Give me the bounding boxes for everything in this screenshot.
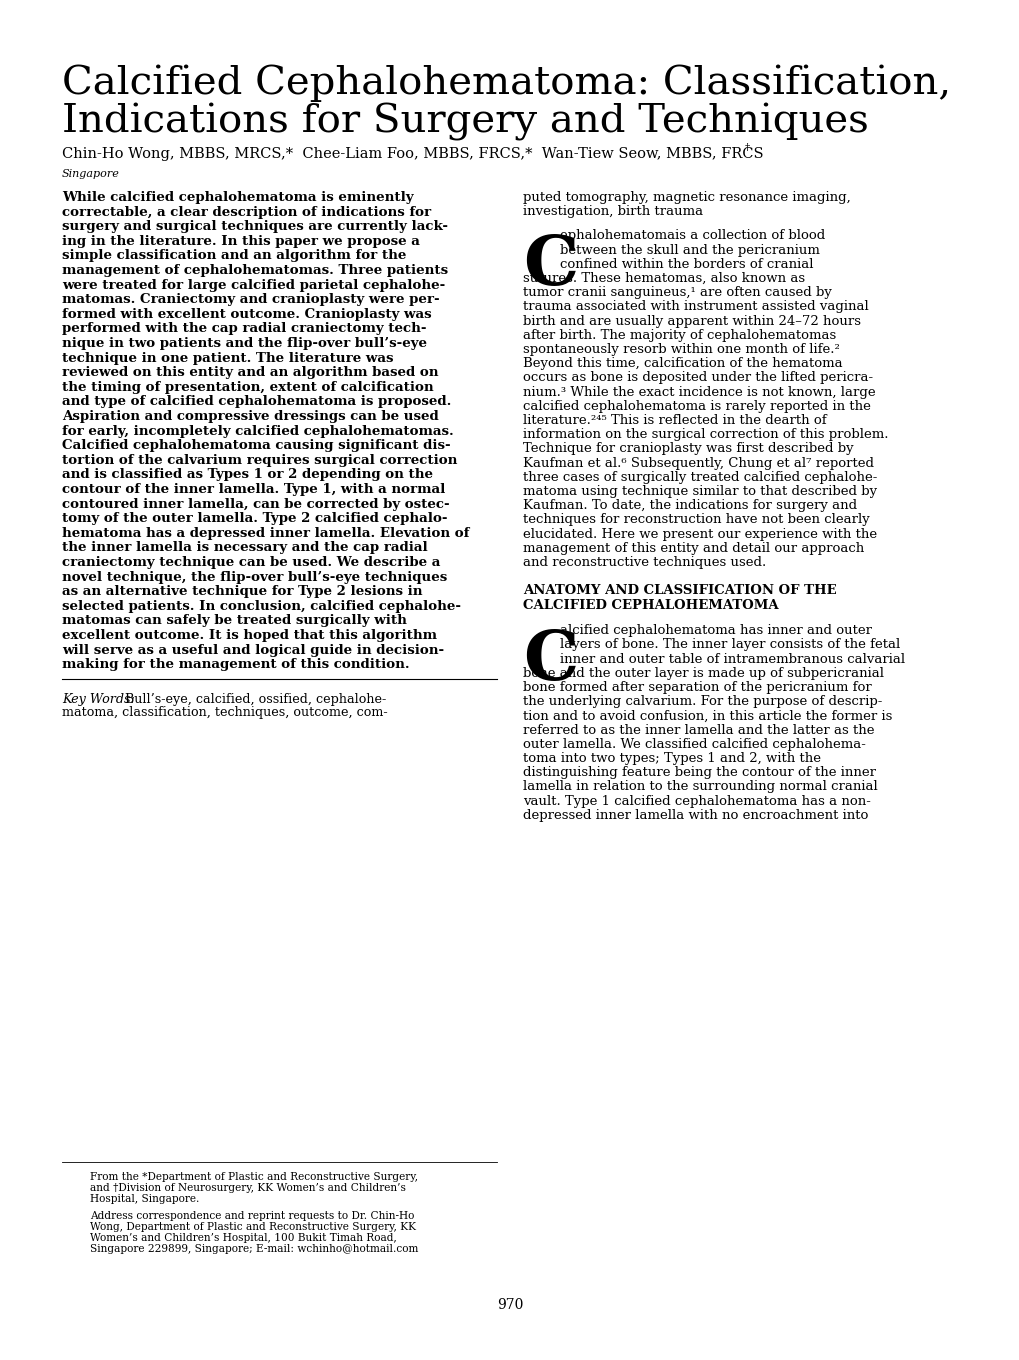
Text: as an alternative technique for Type 2 lesions in: as an alternative technique for Type 2 l…: [62, 585, 422, 598]
Text: reviewed on this entity and an algorithm based on: reviewed on this entity and an algorithm…: [62, 366, 438, 379]
Text: matoma using technique similar to that described by: matoma using technique similar to that d…: [523, 486, 876, 498]
Text: vault. Type 1 calcified cephalohematoma has a non-: vault. Type 1 calcified cephalohematoma …: [523, 794, 870, 808]
Text: the underlying calvarium. For the purpose of descrip-: the underlying calvarium. For the purpos…: [523, 695, 881, 709]
Text: depressed inner lamella with no encroachment into: depressed inner lamella with no encroach…: [523, 809, 867, 821]
Text: toma into two types; Types 1 and 2, with the: toma into two types; Types 1 and 2, with…: [523, 752, 820, 766]
Text: performed with the cap radial craniectomy tech-: performed with the cap radial craniectom…: [62, 322, 426, 336]
Text: making for the management of this condition.: making for the management of this condit…: [62, 658, 410, 672]
Text: tortion of the calvarium requires surgical correction: tortion of the calvarium requires surgic…: [62, 454, 457, 466]
Text: Hospital, Singapore.: Hospital, Singapore.: [90, 1194, 199, 1205]
Text: calcified cephalohematoma is rarely reported in the: calcified cephalohematoma is rarely repo…: [523, 400, 870, 413]
Text: Beyond this time, calcification of the hematoma: Beyond this time, calcification of the h…: [523, 358, 842, 370]
Text: occurs as bone is deposited under the lifted pericra-: occurs as bone is deposited under the li…: [523, 371, 872, 385]
Text: Chin-Ho Wong, MBBS, MRCS,*  Chee-Liam Foo, MBBS, FRCS,*  Wan-Tiew Seow, MBBS, FR: Chin-Ho Wong, MBBS, MRCS,* Chee-Liam Foo…: [62, 147, 763, 160]
Text: between the skull and the pericranium: between the skull and the pericranium: [559, 243, 819, 257]
Text: Technique for cranioplasty was first described by: Technique for cranioplasty was first des…: [523, 442, 853, 456]
Text: and reconstructive techniques used.: and reconstructive techniques used.: [523, 556, 765, 568]
Text: investigation, birth trauma: investigation, birth trauma: [523, 205, 702, 218]
Text: puted tomography, magnetic resonance imaging,: puted tomography, magnetic resonance ima…: [523, 190, 850, 204]
Text: Indications for Surgery and Techniques: Indications for Surgery and Techniques: [62, 103, 868, 141]
Text: Women’s and Children’s Hospital, 100 Bukit Timah Road,: Women’s and Children’s Hospital, 100 Buk…: [90, 1234, 396, 1243]
Text: the inner lamella is necessary and the cap radial: the inner lamella is necessary and the c…: [62, 541, 427, 555]
Text: inner and outer table of intramembranous calvarial: inner and outer table of intramembranous…: [559, 653, 904, 665]
Text: Aspiration and compressive dressings can be used: Aspiration and compressive dressings can…: [62, 409, 438, 423]
Text: bone and the outer layer is made up of subpericranial: bone and the outer layer is made up of s…: [523, 666, 883, 680]
Text: ephalohematomais a collection of blood: ephalohematomais a collection of blood: [559, 230, 824, 242]
Text: CALCIFIED CEPHALOHEMATOMA: CALCIFIED CEPHALOHEMATOMA: [523, 600, 777, 612]
Text: information on the surgical correction of this problem.: information on the surgical correction o…: [523, 428, 888, 441]
Text: contoured inner lamella, can be corrected by ostec-: contoured inner lamella, can be correcte…: [62, 498, 449, 510]
Text: Singapore 229899, Singapore; E-mail: wchinho@hotmail.com: Singapore 229899, Singapore; E-mail: wch…: [90, 1244, 418, 1254]
Text: management of cephalohematomas. Three patients: management of cephalohematomas. Three pa…: [62, 264, 447, 277]
Text: C: C: [523, 627, 578, 694]
Text: for early, incompletely calcified cephalohematomas.: for early, incompletely calcified cephal…: [62, 424, 453, 438]
Text: distinguishing feature being the contour of the inner: distinguishing feature being the contour…: [523, 766, 875, 779]
Text: referred to as the inner lamella and the latter as the: referred to as the inner lamella and the…: [523, 724, 873, 737]
Text: tomy of the outer lamella. Type 2 calcified cephalo-: tomy of the outer lamella. Type 2 calcif…: [62, 513, 447, 525]
Text: will serve as a useful and logical guide in decision-: will serve as a useful and logical guide…: [62, 643, 443, 657]
Text: Singapore: Singapore: [62, 169, 120, 180]
Text: bone formed after separation of the pericranium for: bone formed after separation of the peri…: [523, 681, 871, 694]
Text: formed with excellent outcome. Cranioplasty was: formed with excellent outcome. Craniopla…: [62, 307, 431, 321]
Text: Address correspondence and reprint requests to Dr. Chin-Ho: Address correspondence and reprint reque…: [90, 1210, 414, 1221]
Text: ANATOMY AND CLASSIFICATION OF THE: ANATOMY AND CLASSIFICATION OF THE: [523, 585, 836, 597]
Text: 970: 970: [496, 1297, 523, 1312]
Text: tumor cranii sanguineus,¹ are often caused by: tumor cranii sanguineus,¹ are often caus…: [523, 286, 832, 299]
Text: Calcified Cephalohematoma: Classification,: Calcified Cephalohematoma: Classificatio…: [62, 65, 950, 102]
Text: alcified cephalohematoma has inner and outer: alcified cephalohematoma has inner and o…: [559, 624, 871, 638]
Text: after birth. The majority of cephalohematomas: after birth. The majority of cephalohema…: [523, 329, 836, 341]
Text: and type of calcified cephalohematoma is proposed.: and type of calcified cephalohematoma is…: [62, 396, 451, 408]
Text: three cases of surgically treated calcified cephalohe-: three cases of surgically treated calcif…: [523, 471, 876, 484]
Text: matomas. Craniectomy and cranioplasty were per-: matomas. Craniectomy and cranioplasty we…: [62, 294, 439, 306]
Text: the timing of presentation, extent of calcification: the timing of presentation, extent of ca…: [62, 381, 433, 394]
Text: ing in the literature. In this paper we propose a: ing in the literature. In this paper we …: [62, 235, 420, 248]
Text: elucidated. Here we present our experience with the: elucidated. Here we present our experien…: [523, 528, 876, 541]
Text: From the *Department of Plastic and Reconstructive Surgery,: From the *Department of Plastic and Reco…: [90, 1172, 418, 1182]
Text: Wong, Department of Plastic and Reconstructive Surgery, KK: Wong, Department of Plastic and Reconstr…: [90, 1221, 416, 1232]
Text: trauma associated with instrument assisted vaginal: trauma associated with instrument assist…: [523, 301, 868, 313]
Text: lamella in relation to the surrounding normal cranial: lamella in relation to the surrounding n…: [523, 781, 877, 793]
Text: While calcified cephalohematoma is eminently: While calcified cephalohematoma is emine…: [62, 190, 414, 204]
Text: Key Words:: Key Words:: [62, 692, 135, 706]
Text: birth and are usually apparent within 24–72 hours: birth and are usually apparent within 24…: [523, 314, 860, 328]
Text: literature.²⁴⁵ This is reflected in the dearth of: literature.²⁴⁵ This is reflected in the …: [523, 413, 825, 427]
Text: matomas can safely be treated surgically with: matomas can safely be treated surgically…: [62, 615, 407, 627]
Text: tion and to avoid confusion, in this article the former is: tion and to avoid confusion, in this art…: [523, 710, 892, 722]
Text: Calcified cephalohematoma causing significant dis-: Calcified cephalohematoma causing signif…: [62, 439, 450, 452]
Text: correctable, a clear description of indications for: correctable, a clear description of indi…: [62, 205, 431, 219]
Text: management of this entity and detail our approach: management of this entity and detail our…: [523, 541, 863, 555]
Text: spontaneously resorb within one month of life.²: spontaneously resorb within one month of…: [523, 343, 839, 356]
Text: technique in one patient. The literature was: technique in one patient. The literature…: [62, 352, 393, 364]
Text: layers of bone. The inner layer consists of the fetal: layers of bone. The inner layer consists…: [559, 638, 900, 651]
Text: and is classified as Types 1 or 2 depending on the: and is classified as Types 1 or 2 depend…: [62, 468, 433, 481]
Text: sutures. These hematomas, also known as: sutures. These hematomas, also known as: [523, 272, 804, 286]
Text: matoma, classification, techniques, outcome, com-: matoma, classification, techniques, outc…: [62, 706, 387, 719]
Text: novel technique, the flip-over bull’s-eye techniques: novel technique, the flip-over bull’s-ey…: [62, 571, 446, 583]
Text: surgery and surgical techniques are currently lack-: surgery and surgical techniques are curr…: [62, 220, 447, 233]
Text: craniectomy technique can be used. We describe a: craniectomy technique can be used. We de…: [62, 556, 440, 568]
Text: excellent outcome. It is hoped that this algorithm: excellent outcome. It is hoped that this…: [62, 628, 436, 642]
Text: contour of the inner lamella. Type 1, with a normal: contour of the inner lamella. Type 1, wi…: [62, 483, 445, 496]
Text: Kaufman. To date, the indications for surgery and: Kaufman. To date, the indications for su…: [523, 499, 856, 513]
Text: Kaufman et al.⁶ Subsequently, Chung et al⁷ reported: Kaufman et al.⁶ Subsequently, Chung et a…: [523, 457, 873, 469]
Text: †: †: [744, 143, 750, 152]
Text: simple classification and an algorithm for the: simple classification and an algorithm f…: [62, 249, 406, 262]
Text: Bull’s-eye, calcified, ossified, cephalohe-: Bull’s-eye, calcified, ossified, cephalo…: [121, 692, 386, 706]
Text: C: C: [523, 233, 578, 299]
Text: selected patients. In conclusion, calcified cephalohe-: selected patients. In conclusion, calcif…: [62, 600, 461, 613]
Text: and †Division of Neurosurgery, KK Women’s and Children’s: and †Division of Neurosurgery, KK Women’…: [90, 1183, 406, 1193]
Text: techniques for reconstruction have not been clearly: techniques for reconstruction have not b…: [523, 514, 869, 526]
Text: outer lamella. We classified calcified cephalohema-: outer lamella. We classified calcified c…: [523, 738, 865, 751]
Text: were treated for large calcified parietal cephalohe-: were treated for large calcified parieta…: [62, 279, 445, 291]
Text: confined within the borders of cranial: confined within the borders of cranial: [559, 258, 813, 271]
Text: hematoma has a depressed inner lamella. Elevation of: hematoma has a depressed inner lamella. …: [62, 526, 469, 540]
Text: nium.³ While the exact incidence is not known, large: nium.³ While the exact incidence is not …: [523, 386, 874, 398]
Text: nique in two patients and the flip-over bull’s-eye: nique in two patients and the flip-over …: [62, 337, 427, 350]
